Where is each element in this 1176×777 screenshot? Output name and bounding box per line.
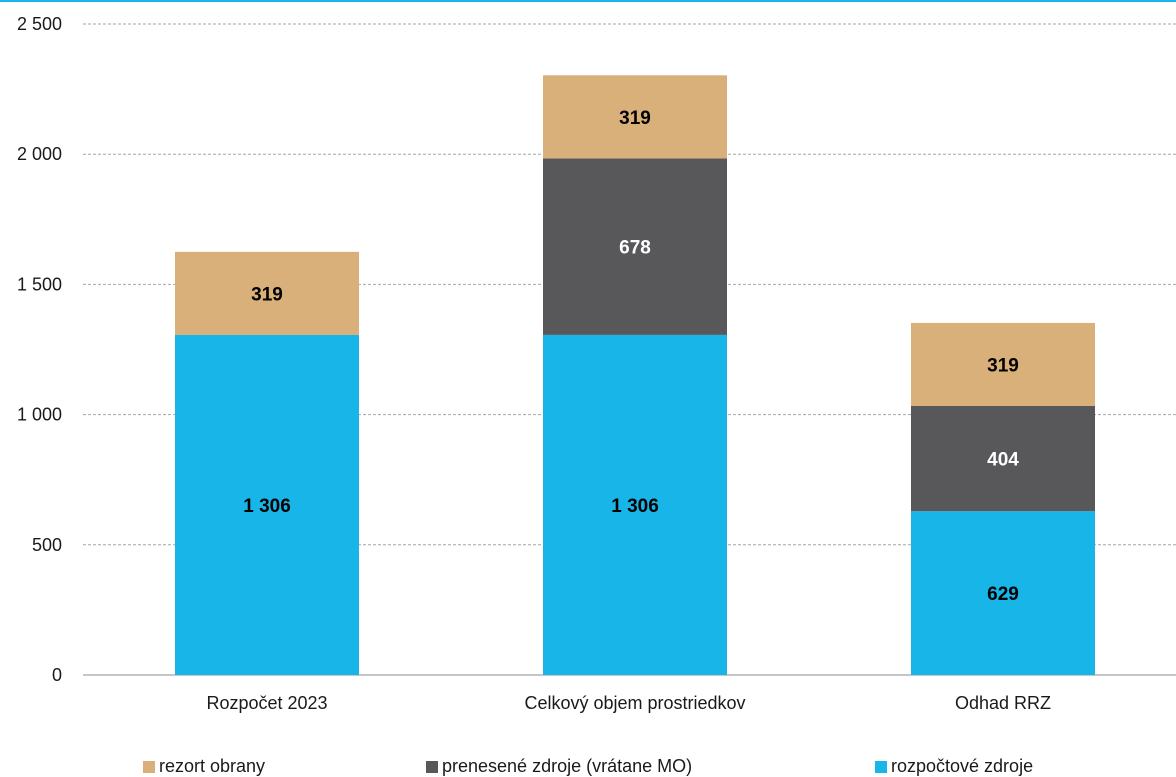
y-tick-label: 1 000	[17, 405, 62, 425]
y-tick-label: 2 500	[17, 14, 62, 34]
legend-label-rozpoctove-zdroje: rozpočtové zdroje	[891, 756, 1034, 776]
data-label: 678	[619, 238, 651, 259]
data-label: 319	[251, 284, 283, 305]
stacked-bar-chart: 0 500 1 000 1 500 2 000 2 500 1 306 319 Rozpočet…	[17, 14, 1176, 713]
legend-swatch-rezort-obrany	[143, 760, 155, 773]
top-accent-line	[0, 0, 1176, 2]
bar-segment	[543, 334, 727, 675]
legend-swatch-rozpoctove-zdroje	[875, 760, 887, 773]
bar-segment	[175, 334, 359, 675]
x-tick-label: Odhad RRZ	[955, 693, 1051, 713]
legend-item-rezort-obrany: rezort obrany	[143, 756, 265, 777]
data-label: 629	[987, 584, 1019, 605]
legend-label-prenesene-zdroje: prenesené zdroje (vrátane MO)	[442, 756, 693, 776]
legend-item-rozpoctove-zdroje: rozpočtové zdroje	[875, 756, 1033, 777]
bar-segment	[911, 406, 1095, 512]
legend-label-rezort-obrany: rezort obrany	[159, 756, 266, 776]
y-tick-label: 1 500	[17, 274, 62, 294]
legend-item-prenesene-zdroje: prenesené zdroje (vrátane MO)	[426, 756, 692, 777]
x-tick-label: Celkový objem prostriedkov	[524, 693, 745, 713]
data-label: 1 306	[243, 496, 291, 517]
data-label: 319	[619, 108, 651, 129]
data-label: 319	[987, 355, 1019, 376]
bar-segment	[543, 75, 727, 159]
y-tick-label: 0	[52, 665, 62, 685]
x-tick-label: Rozpočet 2023	[206, 693, 327, 713]
bar-segment	[911, 322, 1095, 407]
bar-segment	[543, 158, 727, 335]
bar-segment	[911, 511, 1095, 675]
data-label: 1 306	[611, 496, 659, 517]
legend: rezort obrany prenesené zdroje (vrátane …	[0, 756, 1176, 777]
y-tick-label: 2 000	[17, 144, 62, 164]
data-label: 404	[987, 450, 1019, 471]
bar-segment	[175, 251, 359, 335]
legend-swatch-prenesene-zdroje	[426, 760, 438, 773]
y-tick-label: 500	[32, 535, 62, 555]
